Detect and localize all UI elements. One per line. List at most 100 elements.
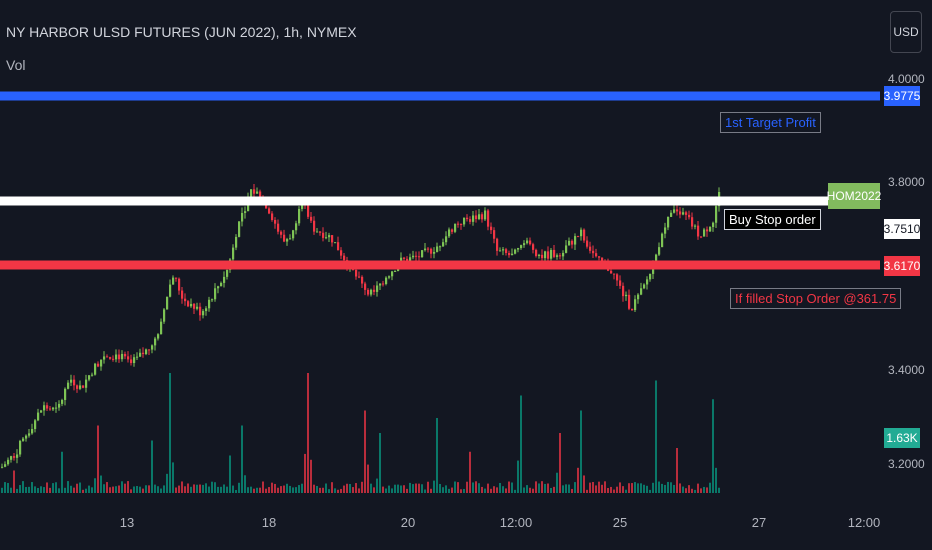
candle-body — [34, 420, 37, 430]
volume-bar — [55, 482, 57, 493]
candle-body — [187, 301, 190, 307]
candlestick-series — [1, 183, 721, 469]
candle-body — [337, 242, 340, 251]
candle-body — [175, 277, 178, 279]
volume-bar — [592, 481, 594, 493]
candle-body — [589, 246, 592, 251]
volume-bar — [472, 482, 474, 493]
volume-bar — [163, 485, 165, 493]
volume-bar — [103, 484, 105, 493]
candle-body — [151, 345, 154, 350]
candle-body — [172, 277, 175, 285]
candle-body — [691, 217, 694, 227]
volume-bar — [508, 481, 510, 493]
candle-body — [313, 220, 316, 232]
target-profit-label[interactable]: 1st Target Profit — [720, 112, 821, 133]
volume-bar — [49, 487, 51, 493]
volume-bar — [256, 487, 258, 493]
volume-bar — [28, 486, 30, 493]
volume-bar — [40, 486, 42, 493]
candle-body — [697, 225, 700, 237]
volume-indicator-label[interactable]: Vol — [6, 57, 26, 73]
volume-bar — [349, 484, 351, 493]
volume-bar — [598, 481, 600, 493]
volume-bar — [382, 486, 384, 493]
volume-bar — [451, 487, 453, 493]
volume-bar — [640, 483, 642, 493]
volume-bar — [58, 488, 60, 493]
y-tick-label: 3.8000 — [888, 175, 925, 189]
candle-body — [493, 230, 496, 239]
chart-title: NY HARBOR ULSD FUTURES (JUN 2022), 1h, N… — [6, 24, 357, 40]
candle-body — [232, 247, 235, 260]
candle-body — [649, 273, 652, 280]
volume-bar — [631, 483, 633, 493]
x-tick-label: 25 — [613, 515, 627, 530]
candle-body — [538, 254, 541, 256]
volume-bar — [670, 482, 672, 493]
candle-body — [259, 191, 262, 199]
volume-bar — [391, 488, 393, 493]
volume-bar — [667, 481, 669, 493]
volume-bar — [331, 482, 333, 493]
volume-bar — [691, 488, 693, 493]
candle-body — [310, 216, 313, 221]
volume-bar — [61, 451, 63, 493]
candle-body — [43, 405, 46, 411]
stop-order-label[interactable]: If filled Stop Order @361.75 — [730, 288, 902, 309]
volume-bar — [304, 453, 306, 493]
volume-bar — [571, 488, 573, 493]
candle-body — [121, 353, 124, 360]
volume-bar — [367, 464, 369, 493]
volume-bar — [463, 488, 465, 493]
volume-bar — [604, 481, 606, 493]
candle-body — [85, 379, 88, 388]
hline-3 — [0, 260, 880, 270]
volume-bar — [340, 488, 342, 493]
volume-bar — [625, 489, 627, 493]
volume-bar — [298, 485, 300, 493]
volume-bar — [145, 485, 147, 493]
candle-body — [541, 254, 544, 259]
candle-body — [373, 289, 376, 292]
volume-bar — [16, 488, 18, 493]
volume-bar — [217, 486, 219, 493]
candle-body — [130, 359, 133, 364]
volume-bar — [208, 486, 210, 493]
volume-bar — [652, 482, 654, 493]
candle-body — [499, 250, 502, 252]
candle-body — [199, 306, 202, 316]
candle-body — [79, 385, 82, 389]
volume-bar — [130, 489, 132, 493]
candle-body — [562, 252, 565, 257]
volume-bar — [244, 475, 246, 493]
candle-body — [289, 238, 292, 240]
volume-bar — [709, 482, 711, 493]
volume-bar — [292, 487, 294, 493]
volume-bar — [406, 488, 408, 493]
candle-body — [97, 363, 100, 367]
volume-bar — [121, 481, 123, 493]
candle-body — [196, 306, 199, 309]
candle-body — [517, 248, 520, 250]
volume-bar — [76, 483, 78, 493]
volume-bar — [595, 485, 597, 493]
candle-body — [145, 349, 148, 355]
buy-stop-label[interactable]: Buy Stop order — [724, 209, 821, 230]
candle-body — [268, 208, 271, 214]
volume-bar — [142, 488, 144, 493]
currency-button[interactable]: USD — [890, 11, 922, 53]
volume-bar — [166, 473, 168, 493]
volume-bar — [511, 482, 513, 493]
volume-bar — [388, 485, 390, 493]
volume-bar — [358, 488, 360, 493]
candle-body — [253, 189, 256, 194]
candle-body — [301, 202, 304, 209]
candle-body — [586, 240, 589, 247]
volume-bar — [106, 482, 108, 493]
volume-bar — [502, 486, 504, 493]
volume-bar — [478, 483, 480, 493]
candle-body — [667, 216, 670, 228]
volume-bar — [181, 481, 183, 493]
